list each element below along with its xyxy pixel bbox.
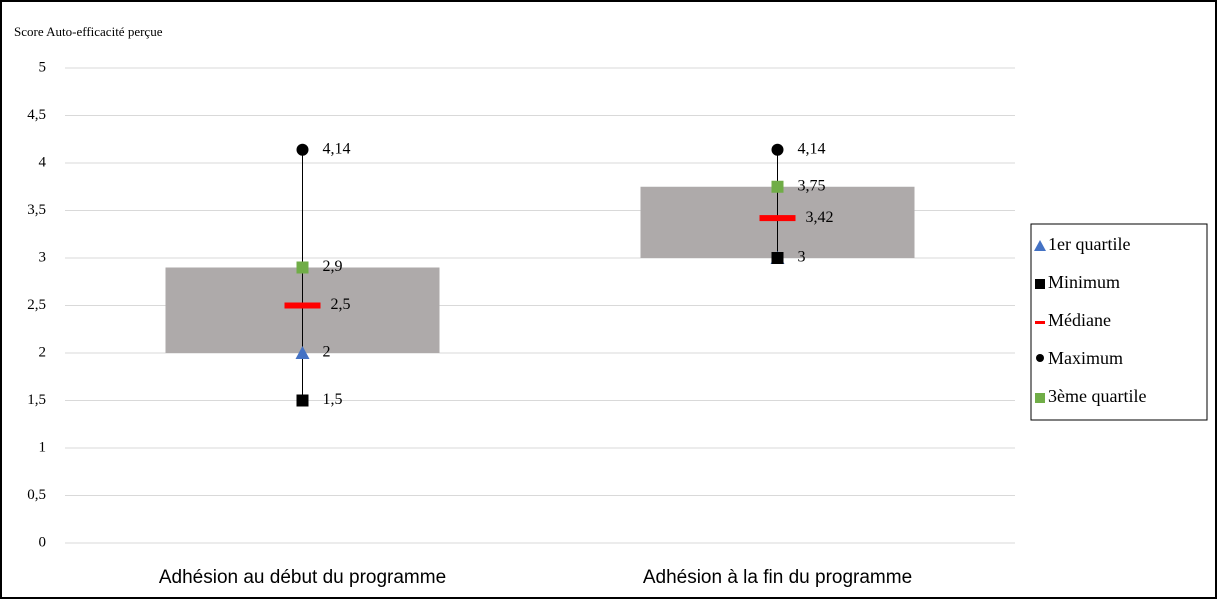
y-tick-label: 0 bbox=[39, 534, 47, 550]
x-tick-label: Adhésion au début du programme bbox=[159, 567, 446, 588]
y-tick-label: 1,5 bbox=[27, 392, 46, 408]
data-label: 4,14 bbox=[798, 140, 826, 157]
legend-label: 1er quartile bbox=[1048, 234, 1130, 254]
data-label: 2,5 bbox=[331, 296, 351, 313]
y-axis-label: Score Auto-efficacité perçue bbox=[14, 24, 163, 39]
legend-marker bbox=[1035, 321, 1045, 324]
data-label: 3,42 bbox=[806, 209, 834, 226]
legend-marker bbox=[1036, 354, 1044, 362]
marker bbox=[296, 394, 309, 407]
marker bbox=[759, 215, 796, 222]
legend-label: Maximum bbox=[1048, 348, 1123, 368]
legend-marker bbox=[1035, 279, 1045, 289]
marker bbox=[771, 143, 784, 156]
data-label: 2 bbox=[323, 344, 331, 361]
legend-label: Minimum bbox=[1048, 272, 1120, 292]
data-label: 3 bbox=[798, 249, 806, 266]
data-label: 3,75 bbox=[798, 177, 826, 194]
y-tick-label: 3,5 bbox=[27, 202, 46, 218]
y-tick-label: 4,5 bbox=[27, 107, 46, 123]
legend-label: Médiane bbox=[1048, 310, 1111, 330]
marker bbox=[771, 252, 784, 264]
marker bbox=[296, 143, 309, 156]
y-tick-label: 4 bbox=[39, 154, 47, 170]
marker bbox=[771, 180, 784, 193]
y-tick-label: 1 bbox=[39, 439, 47, 455]
data-label: 4,14 bbox=[323, 140, 351, 157]
legend-marker bbox=[1035, 393, 1045, 403]
y-tick-label: 0,5 bbox=[27, 487, 46, 503]
y-tick-label: 2,5 bbox=[27, 297, 46, 313]
marker bbox=[284, 302, 321, 309]
legend-box bbox=[1030, 223, 1208, 421]
legend-marker bbox=[1034, 240, 1046, 251]
legend-label: 3ème quartile bbox=[1048, 386, 1146, 406]
y-tick-label: 2 bbox=[39, 344, 47, 360]
marker bbox=[295, 346, 310, 359]
marker bbox=[296, 261, 309, 274]
data-label: 2,9 bbox=[323, 258, 343, 275]
y-tick-label: 5 bbox=[39, 59, 47, 75]
data-label: 1,5 bbox=[323, 391, 343, 408]
x-tick-label: Adhésion à la fin du programme bbox=[643, 567, 912, 588]
y-tick-label: 3 bbox=[39, 249, 47, 265]
